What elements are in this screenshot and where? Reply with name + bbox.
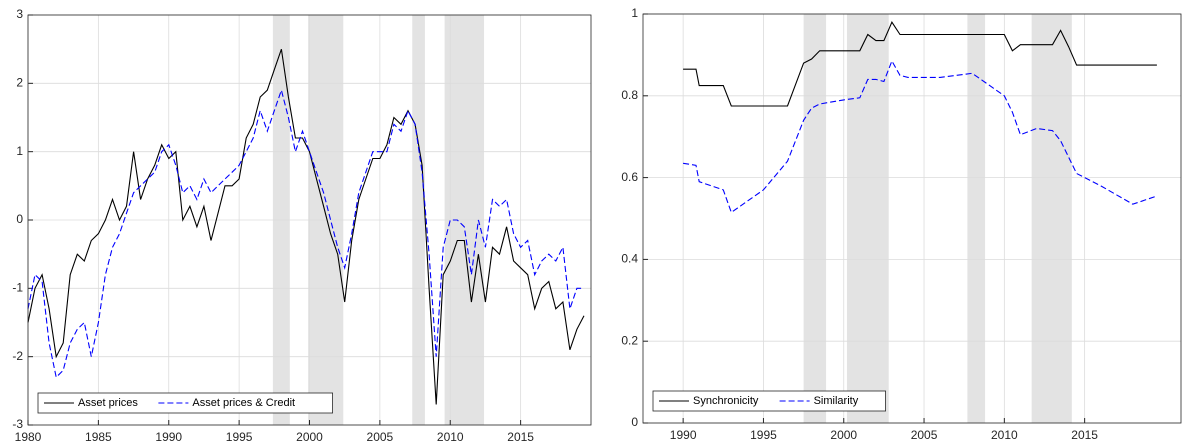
y-tick-label: 1 <box>631 6 638 20</box>
x-tick-label: 1985 <box>85 430 112 444</box>
legend: Synchronicity Similarity <box>652 390 887 412</box>
shaded-period <box>846 14 889 423</box>
x-tick-label: 1990 <box>670 428 697 442</box>
series-line <box>683 21 1157 107</box>
x-tick-label: 2010 <box>437 430 464 444</box>
y-tick-label: 0.8 <box>621 88 638 102</box>
legend-label: Asset prices <box>78 397 138 409</box>
y-tick-label: 0 <box>631 415 638 429</box>
legend-label: Asset prices & Credit <box>192 397 295 409</box>
x-tick-label: 2000 <box>830 428 857 442</box>
plot-area <box>643 14 1181 423</box>
x-tick-label: 2000 <box>296 430 323 444</box>
y-tick-label: -3 <box>12 417 23 431</box>
x-tick-label: 2005 <box>911 428 938 442</box>
x-tick-label: 2015 <box>507 430 534 444</box>
y-tick-label: 2 <box>16 76 23 90</box>
x-tick-label: 1995 <box>226 430 253 444</box>
x-tick-label: 1995 <box>750 428 777 442</box>
legend: Asset prices Asset prices & Credit <box>37 392 334 414</box>
legend-box <box>652 390 887 412</box>
x-tick-label: 2010 <box>991 428 1018 442</box>
x-tick-label: 2005 <box>367 430 394 444</box>
y-tick-label: 0.6 <box>621 170 638 184</box>
legend-box <box>37 392 334 414</box>
y-tick-label: 0.2 <box>621 333 638 347</box>
shaded-period <box>803 14 827 423</box>
series-line <box>27 49 585 405</box>
y-tick-label: 3 <box>16 7 23 21</box>
legend-label: Synchronicity <box>693 395 759 407</box>
shaded-period <box>967 14 986 423</box>
legend-label: Similarity <box>814 395 859 407</box>
axes-box <box>642 13 1182 424</box>
y-tick-label: 1 <box>16 144 23 158</box>
y-tick-label: -2 <box>12 349 23 363</box>
x-tick-label: 1990 <box>155 430 182 444</box>
x-tick-label: 2015 <box>1071 428 1098 442</box>
series-line <box>683 59 1158 214</box>
y-tick-label: 0.4 <box>621 252 638 266</box>
x-tick-label: 1980 <box>15 430 42 444</box>
axes-box <box>27 14 592 426</box>
shaded-period <box>1031 14 1072 423</box>
series-line <box>27 88 584 379</box>
y-tick-label: -1 <box>12 281 23 295</box>
y-tick-label: 0 <box>16 212 23 226</box>
